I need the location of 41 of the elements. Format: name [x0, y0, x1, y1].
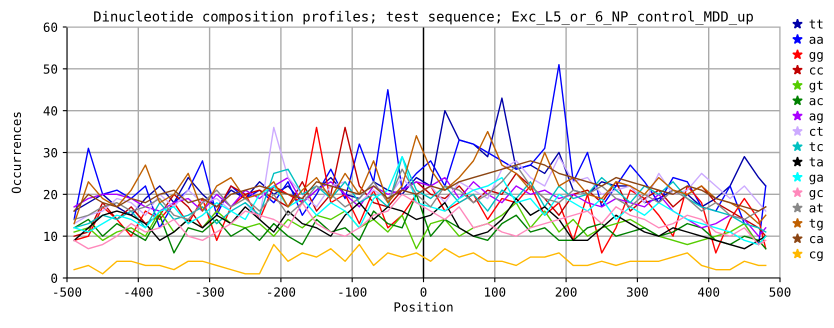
- chart-title: Dinucleotide composition profiles; test sequence; Exc_L5_or_6_NP_control_MDD_up: [94, 10, 753, 25]
- legend-label: cc: [810, 67, 823, 75]
- x-tick-label: 100: [485, 287, 506, 297]
- legend-label: ta: [810, 158, 823, 166]
- y-tick-label: 20: [44, 190, 58, 200]
- x-tick-label: 300: [626, 287, 648, 297]
- legend-label: tt: [810, 20, 823, 28]
- legend-label: ca: [810, 236, 823, 244]
- legend-label: cg: [810, 251, 823, 261]
- legend-label: ga: [810, 174, 823, 184]
- y-tick-label: 10: [44, 232, 58, 242]
- legend-label: at: [810, 204, 823, 213]
- x-tick-label: -200: [268, 287, 296, 297]
- legend-label: gt: [810, 80, 823, 92]
- line-series: [73, 176, 766, 237]
- x-tick-label: 500: [770, 287, 790, 297]
- x-tick-label: 200: [556, 287, 577, 297]
- line-series: [73, 244, 766, 275]
- y-tick-label: 30: [44, 148, 58, 158]
- legend-label: ct: [810, 126, 823, 136]
- legend-label: ac: [810, 98, 823, 106]
- y-axis-title: Occurrences: [12, 112, 22, 194]
- line-series: [73, 160, 766, 212]
- y-tick-label: 60: [44, 22, 58, 32]
- legend-label: aa: [810, 36, 823, 44]
- x-axis-title: Position: [394, 302, 452, 312]
- y-tick-label: 0: [51, 274, 58, 283]
- legend-label: tg: [810, 218, 823, 230]
- line-series: [73, 64, 766, 246]
- legend-label: ag: [810, 113, 823, 124]
- x-tick-label: 400: [698, 287, 720, 297]
- x-tick-label: -500: [54, 287, 82, 297]
- legend-label: gg: [810, 52, 823, 62]
- x-tick-label: -100: [339, 287, 366, 297]
- y-tick-label: 40: [44, 106, 58, 116]
- legend-label: gc: [810, 190, 823, 200]
- legend-label: tc: [810, 142, 823, 152]
- x-tick-label: -300: [196, 287, 224, 297]
- x-tick-label: -400: [125, 287, 153, 297]
- y-tick-label: 50: [44, 64, 58, 74]
- x-tick-label: 0: [420, 287, 426, 297]
